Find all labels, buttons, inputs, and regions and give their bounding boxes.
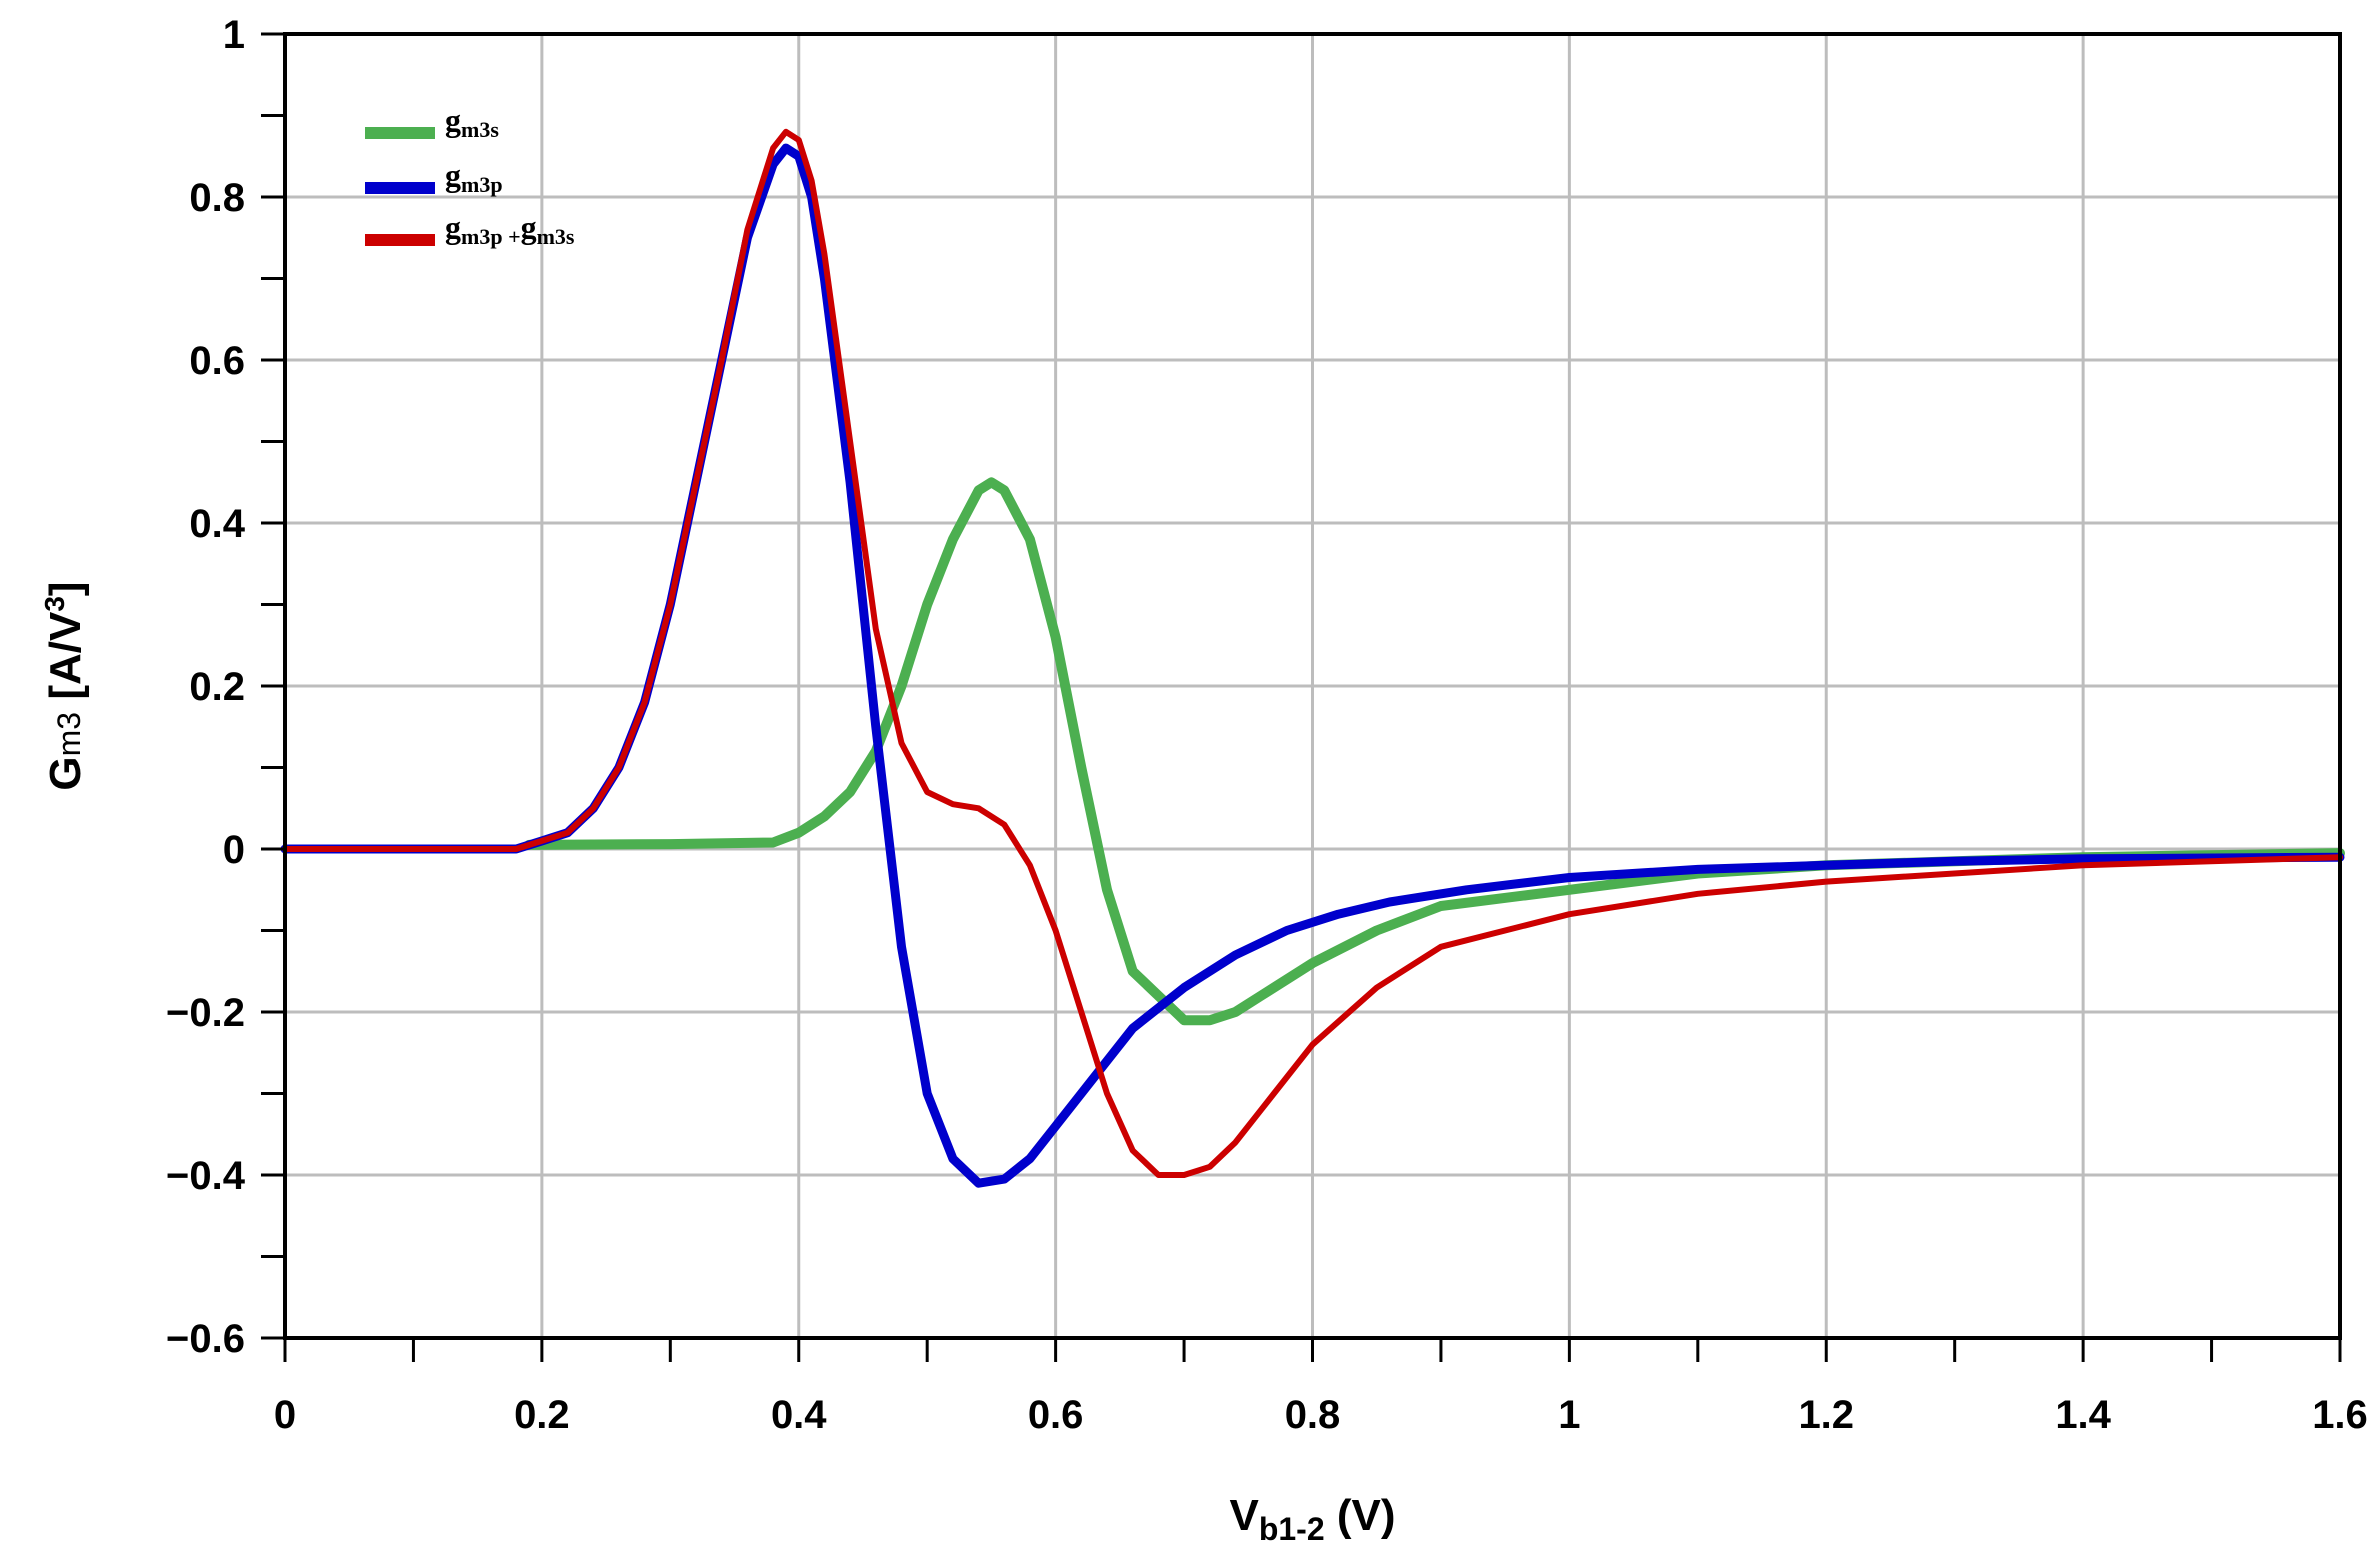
y-tick-label: 0 — [223, 828, 245, 872]
x-tick-label: 1 — [1558, 1393, 1580, 1437]
series-line-gm3s — [524, 477, 2345, 1026]
x-tick-label: 0 — [274, 1393, 296, 1437]
series-layer — [280, 128, 2345, 1188]
y-axis-title-suffix: [A/V — [41, 611, 90, 712]
y-tick-label: 0.8 — [189, 176, 245, 220]
x-tick-label: 0.6 — [1028, 1393, 1084, 1437]
x-tick-label: 1.6 — [2312, 1393, 2368, 1437]
y-axis-title-sup: 3 — [39, 596, 70, 612]
x-tick-label: 1.2 — [1798, 1393, 1854, 1437]
x-axis-title-main: V — [1229, 1491, 1259, 1540]
legend-label-gm3p-plus-gm3s: gm3p +gm3s — [445, 209, 575, 249]
legend-label-gm3s: gm3s — [445, 102, 499, 142]
y-tick-label: 1 — [223, 13, 245, 57]
y-tick-label: −0.4 — [166, 1154, 246, 1198]
x-axis-title-sub: b1-2 — [1259, 1511, 1325, 1547]
x-tick-label: 1.4 — [2055, 1393, 2111, 1437]
x-tick-label: 0.8 — [1285, 1393, 1341, 1437]
x-axis-title-suffix: (V) — [1325, 1491, 1396, 1540]
x-tick-labels: 0 0.2 0.4 0.6 0.8 1 1.2 1.4 1.6 — [274, 1393, 2368, 1437]
y-axis-title-main: G — [41, 756, 90, 790]
y-axis-title-end: ] — [41, 581, 90, 596]
y-axis-title-sub: m3 — [51, 712, 87, 756]
legend-label-gm3p: gm3p — [445, 157, 503, 197]
y-axis-title: Gm3 [A/V3] — [39, 581, 90, 790]
y-tick-label: 0.6 — [189, 339, 245, 383]
x-tick-label: 0.2 — [514, 1393, 570, 1437]
tick-marks — [261, 32, 2342, 1362]
x-tick-label: 0.4 — [771, 1393, 827, 1437]
y-tick-label: 0.4 — [189, 502, 245, 546]
y-tick-label: −0.2 — [166, 991, 245, 1035]
series-line-gm3p-gm3s — [282, 128, 2343, 1178]
x-axis-title: Vb1-2 (V) — [1229, 1491, 1395, 1547]
grid-lines — [285, 34, 2340, 1338]
y-tick-label: −0.6 — [166, 1317, 245, 1361]
y-tick-label: 0.2 — [189, 665, 245, 709]
y-tick-labels: −0.6 −0.4 −0.2 0 0.2 0.4 0.6 0.8 1 — [166, 13, 246, 1361]
legend: gm3s gm3p gm3p +gm3s — [365, 102, 575, 249]
